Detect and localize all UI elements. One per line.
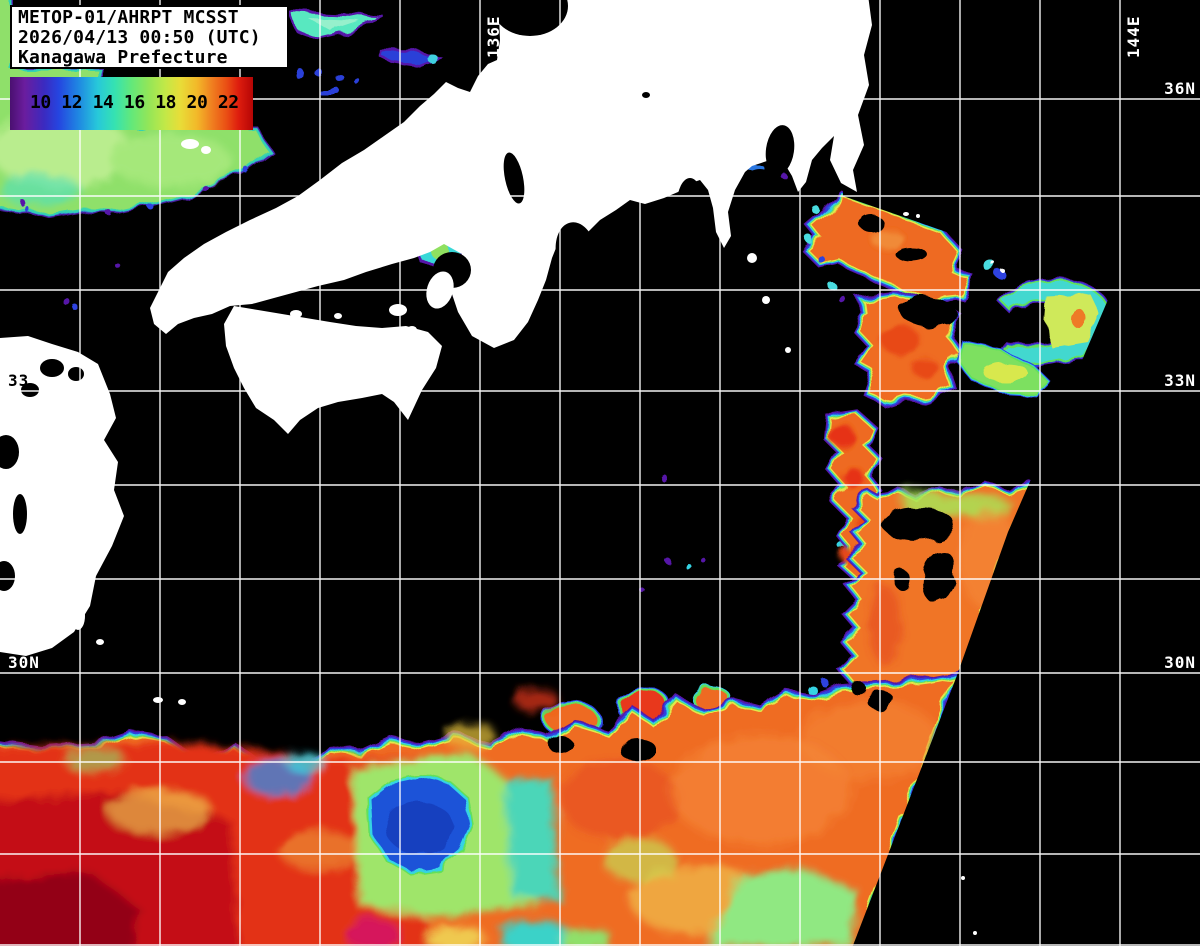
satellite-product-title: METOP-01/AHRPT MCSST	[18, 7, 239, 28]
sst-patch-ring-eddy	[1001, 280, 1108, 365]
sst-data-layer	[0, 0, 1108, 946]
sst-patch-blue-eddy	[372, 778, 470, 870]
sst-patch-aqua-triangle	[288, 10, 384, 40]
sst-patch-kuroshio-main	[844, 486, 1032, 684]
temperature-colorbar: 10 12 14 16 18 20 22	[10, 77, 253, 130]
land-shikoku	[224, 306, 442, 434]
lat-label-33n-right: 33N	[1164, 371, 1196, 390]
isolated-white-specks	[961, 876, 977, 935]
lon-label-136e: 136E	[484, 15, 503, 58]
lat-label-30n-left: 30N	[8, 653, 40, 672]
region-name: Kanagawa Prefecture	[18, 47, 228, 68]
lat-label-30n-right: 30N	[1164, 653, 1196, 672]
lat-label-33-left: 33	[8, 371, 30, 390]
lat-label-36n-right: 36N	[1164, 79, 1196, 98]
land-layer	[0, 0, 920, 705]
observation-datetime: 2026/04/13 00:50 (UTC)	[18, 27, 261, 48]
title-box: METOP-01/AHRPT MCSST 2026/04/13 00:50 (U…	[10, 5, 289, 69]
swath-edge-cuts	[843, 0, 1200, 946]
sst-patch-northwest-green	[0, 0, 270, 217]
lon-label-144e: 144E	[1124, 15, 1143, 58]
colorbar-tick-labels: 10 12 14 16 18 20 22	[30, 92, 239, 113]
sst-patch-south-band	[0, 678, 952, 946]
sst-patch-green-band	[958, 342, 1048, 394]
sst-patch-blue-streak	[378, 48, 444, 68]
land-kyushu	[0, 336, 124, 656]
bays-and-lakes	[0, 0, 795, 591]
